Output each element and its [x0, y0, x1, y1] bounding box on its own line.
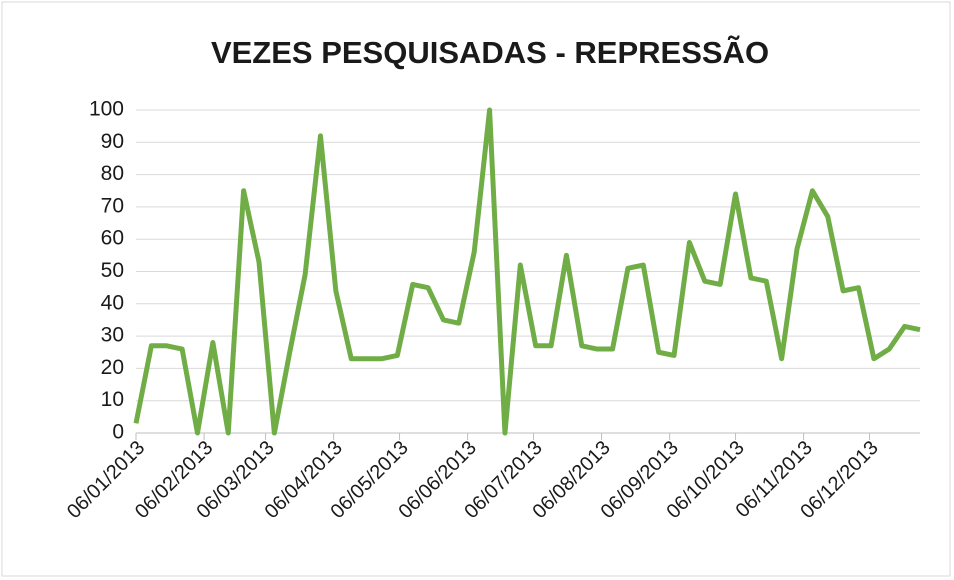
y-tick-label: 100: [89, 98, 124, 121]
y-tick-label: 60: [101, 227, 124, 250]
chart-title: VEZES PESQUISADAS - REPRESSÃO: [211, 35, 769, 70]
y-tick-label: 30: [101, 324, 124, 347]
y-tick-label: 20: [101, 356, 124, 379]
y-tick-label: 0: [112, 421, 124, 444]
y-tick-label: 80: [101, 162, 124, 185]
data-line: [133, 107, 921, 436]
y-tick-label: 40: [101, 291, 124, 314]
y-tick-label: 50: [101, 259, 124, 282]
y-tick-label: 70: [101, 194, 124, 217]
y-tick-label: 90: [101, 130, 124, 153]
y-tick-label: 10: [101, 388, 124, 411]
